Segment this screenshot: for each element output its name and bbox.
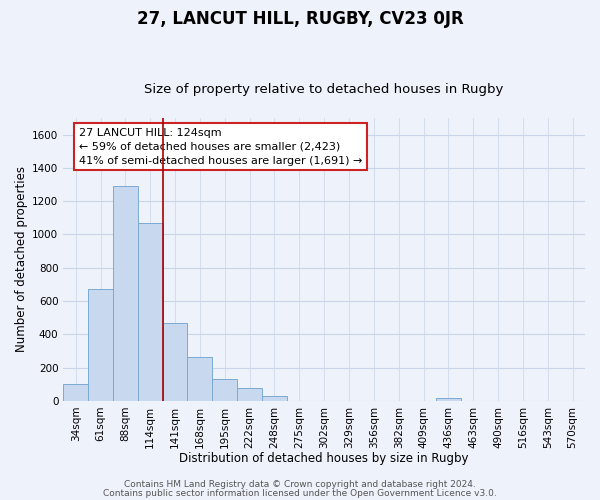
Y-axis label: Number of detached properties: Number of detached properties xyxy=(15,166,28,352)
Bar xyxy=(436,398,461,401)
Bar xyxy=(138,223,163,401)
Bar xyxy=(88,288,113,401)
Text: 27 LANCUT HILL: 124sqm
← 59% of detached houses are smaller (2,423)
41% of semi-: 27 LANCUT HILL: 124sqm ← 59% of detached… xyxy=(79,128,362,166)
Bar xyxy=(113,186,138,401)
Title: Size of property relative to detached houses in Rugby: Size of property relative to detached ho… xyxy=(145,83,504,96)
Bar xyxy=(187,357,212,401)
Bar xyxy=(212,379,237,401)
Bar xyxy=(237,388,262,401)
Bar xyxy=(262,396,287,401)
X-axis label: Distribution of detached houses by size in Rugby: Distribution of detached houses by size … xyxy=(179,452,469,465)
Text: 27, LANCUT HILL, RUGBY, CV23 0JR: 27, LANCUT HILL, RUGBY, CV23 0JR xyxy=(137,10,463,28)
Bar xyxy=(63,384,88,401)
Text: Contains public sector information licensed under the Open Government Licence v3: Contains public sector information licen… xyxy=(103,488,497,498)
Text: Contains HM Land Registry data © Crown copyright and database right 2024.: Contains HM Land Registry data © Crown c… xyxy=(124,480,476,489)
Bar xyxy=(163,322,187,401)
